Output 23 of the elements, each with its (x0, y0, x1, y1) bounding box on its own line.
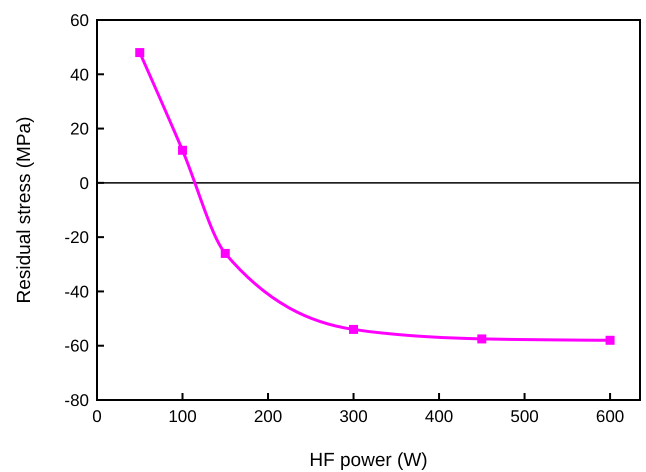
y-tick-label: -40 (64, 282, 89, 302)
x-tick-label: 100 (168, 407, 197, 426)
point (606, 336, 615, 345)
x-tick-label: 400 (424, 407, 454, 426)
y-tick-label: -80 (64, 391, 89, 410)
x-tick-label: 200 (254, 407, 282, 426)
point (220, 248, 230, 258)
point (477, 334, 486, 344)
x-tick-label: 300 (339, 407, 368, 426)
point (349, 324, 358, 334)
y-tick-label: -20 (64, 228, 89, 248)
y-tick-label: 20 (70, 120, 89, 139)
x-tick-label: 600 (596, 407, 624, 426)
point (135, 48, 144, 58)
y-axis-title: Residual stress (MPa) (14, 116, 35, 304)
x-tick-label: 500 (510, 407, 539, 426)
y-tick-label: 60 (70, 11, 89, 30)
x-tick-label: 0 (92, 407, 102, 426)
y-tick-label: 40 (70, 65, 89, 84)
x-axis-title: HF power (W) (309, 450, 428, 471)
y-tick-label: 0 (80, 174, 89, 193)
y-tick-label: -60 (64, 336, 89, 356)
point (178, 146, 188, 155)
